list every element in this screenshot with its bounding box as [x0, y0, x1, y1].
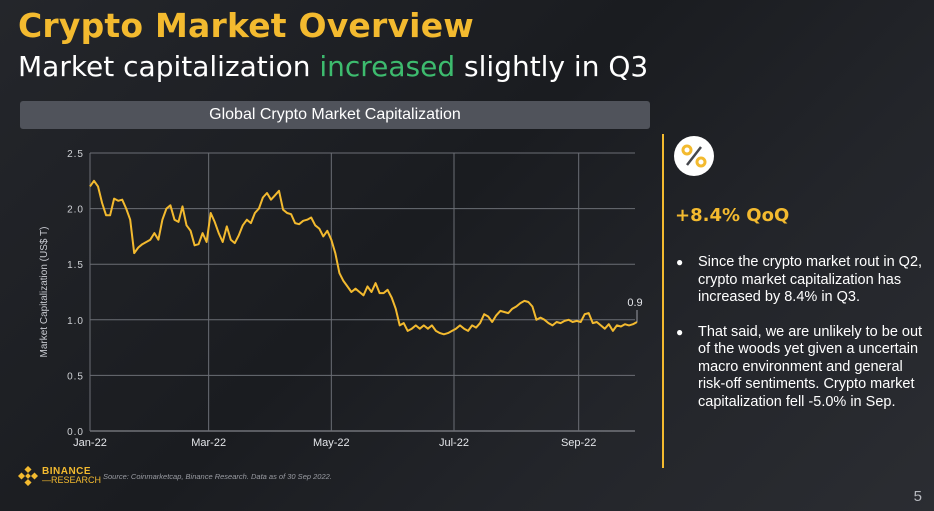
x-tick-label: Jan-22 — [73, 437, 107, 449]
slide-subtitle: Market capitalization increased slightly… — [18, 50, 648, 83]
y-tick-label: 0.0 — [67, 427, 84, 438]
bullet-list: Since the crypto market rout in Q2, cryp… — [676, 254, 928, 428]
y-tick-label: 2.5 — [67, 149, 84, 160]
end-value-label: 0.9 — [627, 297, 642, 309]
binance-research-logo: BINANCE —RESEARCH — [18, 466, 101, 486]
bullet-item: Since the crypto market rout in Q2, cryp… — [676, 254, 928, 307]
page-number: 5 — [913, 488, 922, 505]
subtitle-text-end: slightly in Q3 — [455, 50, 649, 83]
binance-logo-icon — [18, 466, 38, 486]
x-tick-label: Jul-22 — [439, 437, 469, 449]
series-line — [89, 179, 638, 336]
bullet-item: That said, we are unlikely to be out of … — [676, 324, 928, 412]
source-note: Source: Coinmarketcap, Binance Research.… — [103, 472, 332, 481]
x-tick-label: May-22 — [313, 437, 350, 449]
divider — [662, 134, 664, 468]
market-cap-chart: 0.0 0.5 1.0 1.5 2.0 2.5 Jan-22 Mar-22 May-22 Jul-… — [39, 149, 643, 449]
y-tick-label: 2.0 — [67, 205, 84, 216]
y-tick-label: 1.0 — [67, 316, 84, 327]
percent-icon — [674, 136, 714, 176]
chart-title: Global Crypto Market Capitalization — [20, 101, 650, 129]
subtitle-text: Market capitalization — [18, 50, 320, 83]
logo-line2: —RESEARCH — [42, 475, 102, 485]
y-axis-label: Market Capitalization (US$ T) — [39, 227, 50, 358]
subtitle-highlight: increased — [319, 50, 456, 83]
y-tick-label: 1.5 — [67, 260, 84, 271]
x-tick-label: Mar-22 — [191, 437, 226, 449]
y-tick-label: 0.5 — [67, 371, 84, 382]
logo-line1: BINANCE — [42, 466, 92, 477]
x-tick-label: Sep-22 — [561, 437, 596, 449]
kpi-qoq: +8.4% QoQ — [675, 205, 790, 226]
slide-title: Crypto Market Overview — [18, 6, 474, 45]
